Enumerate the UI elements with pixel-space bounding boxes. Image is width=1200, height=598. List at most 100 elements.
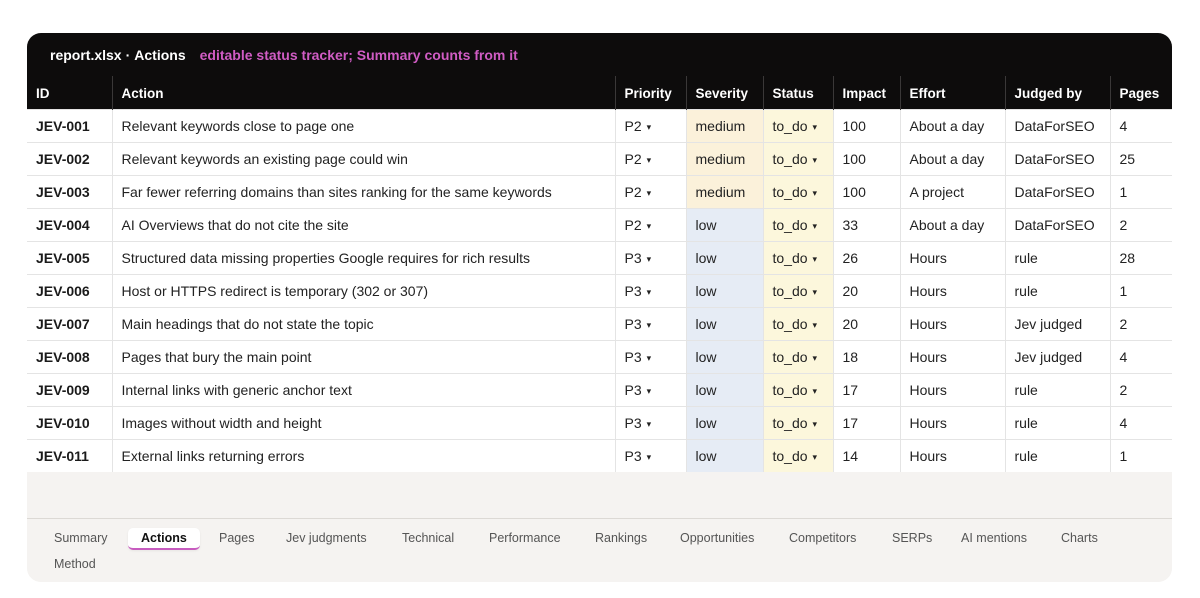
cell-impact[interactable]: 100 — [832, 108, 900, 142]
cell-effort[interactable]: Hours — [899, 438, 1005, 472]
cell-impact[interactable]: 100 — [832, 174, 900, 208]
cell-pages[interactable]: 28 — [1109, 240, 1172, 274]
cell-impact[interactable]: 17 — [832, 405, 900, 439]
priority-dropdown[interactable]: P3 ▾ — [614, 438, 686, 472]
tab-method[interactable]: Method — [54, 557, 96, 571]
tab-charts[interactable]: Charts — [1061, 531, 1098, 545]
cell-effort[interactable]: Hours — [899, 372, 1005, 406]
chevron-down-icon[interactable]: ▾ — [646, 352, 652, 363]
cell-action[interactable]: Structured data missing properties Googl… — [111, 240, 615, 274]
chevron-down-icon[interactable]: ▾ — [812, 187, 818, 198]
cell-impact[interactable]: 20 — [832, 306, 900, 340]
tab-jev-judgments[interactable]: Jev judgments — [286, 531, 367, 545]
column-header-pages[interactable]: Pages — [1109, 76, 1172, 109]
cell-id[interactable]: JEV-010 — [27, 405, 112, 439]
status-dropdown[interactable]: to_do ▾ — [762, 141, 833, 175]
cell-pages[interactable]: 2 — [1109, 372, 1172, 406]
chevron-down-icon[interactable]: ▾ — [646, 220, 652, 231]
column-header-severity[interactable]: Severity — [685, 76, 763, 109]
cell-id[interactable]: JEV-008 — [27, 339, 112, 373]
cell-action[interactable]: Host or HTTPS redirect is temporary (302… — [111, 273, 615, 307]
status-dropdown[interactable]: to_do ▾ — [762, 207, 833, 241]
cell-judged-by[interactable]: DataForSEO — [1004, 174, 1110, 208]
column-header-status[interactable]: Status — [762, 76, 833, 109]
cell-judged-by[interactable]: DataForSEO — [1004, 141, 1110, 175]
priority-dropdown[interactable]: P3 ▾ — [614, 372, 686, 406]
cell-effort[interactable]: Hours — [899, 405, 1005, 439]
cell-effort[interactable]: Hours — [899, 273, 1005, 307]
priority-dropdown[interactable]: P2 ▾ — [614, 108, 686, 142]
chevron-down-icon[interactable]: ▾ — [646, 121, 652, 132]
cell-judged-by[interactable]: Jev judged — [1004, 306, 1110, 340]
priority-dropdown[interactable]: P3 ▾ — [614, 273, 686, 307]
cell-action[interactable]: Main headings that do not state the topi… — [111, 306, 615, 340]
priority-dropdown[interactable]: P2 ▾ — [614, 141, 686, 175]
cell-severity[interactable]: low — [685, 273, 763, 307]
cell-pages[interactable]: 1 — [1109, 174, 1172, 208]
cell-id[interactable]: JEV-002 — [27, 141, 112, 175]
cell-id[interactable]: JEV-005 — [27, 240, 112, 274]
tab-technical[interactable]: Technical — [402, 531, 455, 545]
chevron-down-icon[interactable]: ▾ — [646, 286, 652, 297]
priority-dropdown[interactable]: P3 ▾ — [614, 405, 686, 439]
tab-competitors[interactable]: Competitors — [789, 531, 857, 545]
cell-id[interactable]: JEV-003 — [27, 174, 112, 208]
column-header-id[interactable]: ID — [27, 76, 112, 109]
cell-effort[interactable]: Hours — [899, 240, 1005, 274]
cell-action[interactable]: Images without width and height — [111, 405, 615, 439]
status-dropdown[interactable]: to_do ▾ — [762, 306, 833, 340]
chevron-down-icon[interactable]: ▾ — [812, 319, 818, 330]
cell-action[interactable]: External links returning errors — [111, 438, 615, 472]
cell-judged-by[interactable]: DataForSEO — [1004, 207, 1110, 241]
priority-dropdown[interactable]: P2 ▾ — [614, 174, 686, 208]
cell-id[interactable]: JEV-007 — [27, 306, 112, 340]
chevron-down-icon[interactable]: ▾ — [646, 319, 652, 330]
cell-id[interactable]: JEV-011 — [27, 438, 112, 472]
tab-serps[interactable]: SERPs — [892, 531, 933, 545]
status-dropdown[interactable]: to_do ▾ — [762, 405, 833, 439]
cell-impact[interactable]: 18 — [832, 339, 900, 373]
cell-action[interactable]: Relevant keywords close to page one — [111, 108, 615, 142]
cell-impact[interactable]: 100 — [832, 141, 900, 175]
priority-dropdown[interactable]: P2 ▾ — [614, 207, 686, 241]
status-dropdown[interactable]: to_do ▾ — [762, 108, 833, 142]
column-header-action[interactable]: Action — [111, 76, 615, 109]
cell-id[interactable]: JEV-004 — [27, 207, 112, 241]
cell-severity[interactable]: low — [685, 339, 763, 373]
cell-pages[interactable]: 4 — [1109, 405, 1172, 439]
tab-actions[interactable]: Actions — [128, 528, 200, 550]
chevron-down-icon[interactable]: ▾ — [646, 418, 652, 429]
cell-id[interactable]: JEV-001 — [27, 108, 112, 142]
chevron-down-icon[interactable]: ▾ — [646, 385, 652, 396]
cell-pages[interactable]: 2 — [1109, 306, 1172, 340]
cell-judged-by[interactable]: rule — [1004, 438, 1110, 472]
cell-action[interactable]: Relevant keywords an existing page could… — [111, 141, 615, 175]
cell-id[interactable]: JEV-009 — [27, 372, 112, 406]
cell-severity[interactable]: low — [685, 306, 763, 340]
cell-severity[interactable]: medium — [685, 108, 763, 142]
cell-action[interactable]: Far fewer referring domains than sites r… — [111, 174, 615, 208]
cell-severity[interactable]: low — [685, 438, 763, 472]
chevron-down-icon[interactable]: ▾ — [812, 352, 818, 363]
cell-effort[interactable]: Hours — [899, 306, 1005, 340]
status-dropdown[interactable]: to_do ▾ — [762, 372, 833, 406]
status-dropdown[interactable]: to_do ▾ — [762, 240, 833, 274]
priority-dropdown[interactable]: P3 ▾ — [614, 240, 686, 274]
status-dropdown[interactable]: to_do ▾ — [762, 174, 833, 208]
tab-performance[interactable]: Performance — [489, 531, 561, 545]
cell-action[interactable]: AI Overviews that do not cite the site — [111, 207, 615, 241]
chevron-down-icon[interactable]: ▾ — [812, 121, 818, 132]
cell-judged-by[interactable]: Jev judged — [1004, 339, 1110, 373]
cell-pages[interactable]: 4 — [1109, 339, 1172, 373]
chevron-down-icon[interactable]: ▾ — [812, 385, 818, 396]
cell-pages[interactable]: 25 — [1109, 141, 1172, 175]
cell-severity[interactable]: low — [685, 372, 763, 406]
priority-dropdown[interactable]: P3 ▾ — [614, 339, 686, 373]
column-header-effort[interactable]: Effort — [899, 76, 1005, 109]
cell-impact[interactable]: 20 — [832, 273, 900, 307]
cell-action[interactable]: Pages that bury the main point — [111, 339, 615, 373]
cell-pages[interactable]: 1 — [1109, 273, 1172, 307]
tab-opportunities[interactable]: Opportunities — [680, 531, 755, 545]
cell-pages[interactable]: 2 — [1109, 207, 1172, 241]
cell-judged-by[interactable]: DataForSEO — [1004, 108, 1110, 142]
